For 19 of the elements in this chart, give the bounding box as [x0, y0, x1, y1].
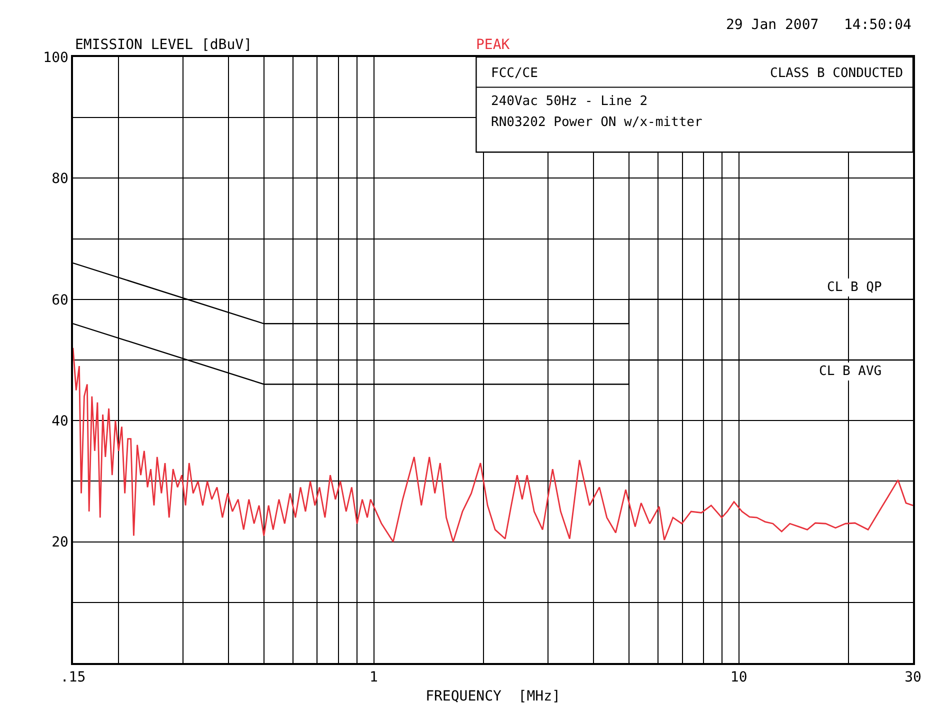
annotation: FCC/CE	[491, 66, 538, 81]
y-tick-label: 20	[52, 534, 68, 551]
y-axis-title: EMISSION LEVEL [dBuV]	[75, 37, 252, 53]
series-label: CL B QP	[827, 280, 882, 295]
y-tick-label: 40	[52, 414, 68, 430]
x-tick-label: .15	[60, 670, 86, 686]
x-axis-title: FREQUENCY [MHz]	[426, 688, 560, 704]
annotation: 240Vac 50Hz - Line 2	[491, 94, 648, 109]
series-label: CL B AVG	[819, 364, 882, 379]
y-tick-label: 80	[52, 171, 68, 188]
annotation: CLASS B CONDUCTED	[770, 66, 904, 81]
x-tick-label: 10	[730, 670, 748, 686]
x-tick-label: 30	[904, 670, 922, 686]
annotation: RN03202 Power ON w/x-mitter	[491, 115, 702, 130]
y-tick-label: 60	[52, 292, 68, 308]
x-tick-label: 1	[370, 670, 378, 686]
text: PEAK	[476, 37, 510, 53]
text: 29 Jan 2007 14:50:04	[726, 17, 912, 33]
y-tick-label: 100	[43, 50, 68, 66]
